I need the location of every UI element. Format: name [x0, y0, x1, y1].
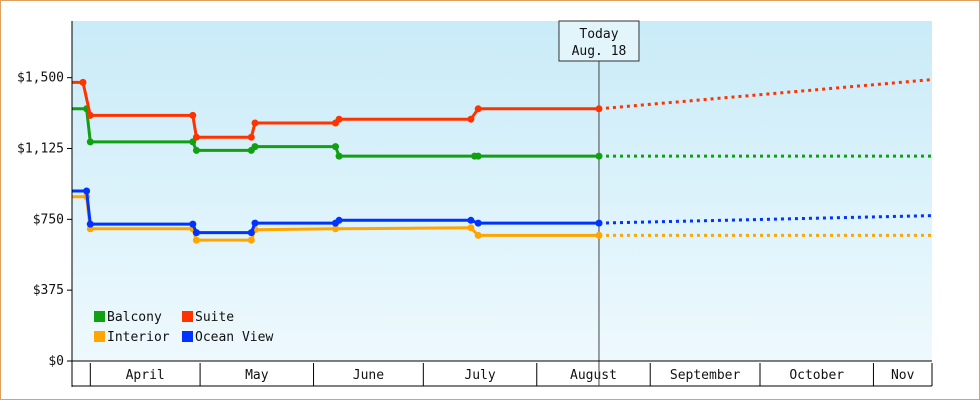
month-label: Nov: [891, 368, 915, 383]
data-point-ocean-view[interactable]: [335, 216, 343, 224]
today-marker: Today Aug. 18: [558, 20, 640, 386]
x-axis-months: April May June July August September October No…: [72, 363, 933, 387]
data-point-balcony[interactable]: [335, 152, 343, 160]
data-point-ocean-view[interactable]: [247, 229, 255, 237]
data-point-suite[interactable]: [247, 133, 255, 141]
data-point-ocean-view[interactable]: [595, 219, 603, 227]
data-point-ocean-view[interactable]: [467, 216, 475, 224]
today-label: Today: [579, 27, 618, 42]
legend-label: Interior: [107, 330, 170, 345]
legend-swatch: [182, 311, 193, 322]
legend-label: Ocean View: [195, 330, 273, 345]
data-point-interior[interactable]: [595, 231, 603, 239]
y-axis: $0 $375 $750 $1,125 $1,500: [17, 71, 72, 369]
data-point-interior[interactable]: [332, 225, 339, 233]
data-point-balcony[interactable]: [595, 152, 603, 160]
legend-swatch: [94, 311, 105, 322]
data-point-suite[interactable]: [595, 105, 603, 113]
legend-swatch: [182, 331, 193, 342]
data-point-ocean-view[interactable]: [189, 220, 197, 228]
y-tick-label: $750: [33, 212, 64, 227]
data-point-ocean-view[interactable]: [86, 220, 94, 228]
data-point-interior[interactable]: [192, 236, 200, 244]
data-point-interior[interactable]: [467, 224, 475, 232]
month-label: September: [670, 368, 741, 383]
legend-label: Balcony: [107, 310, 162, 325]
series-lines: [72, 78, 933, 244]
y-tick-label: $375: [33, 283, 64, 298]
data-point-ocean-view[interactable]: [192, 229, 200, 237]
today-box: [558, 20, 640, 62]
y-tick-label: $1,125: [17, 142, 64, 157]
data-point-suite[interactable]: [335, 115, 343, 123]
plot-area: [72, 21, 932, 361]
data-point-interior[interactable]: [474, 231, 482, 239]
month-label: October: [789, 368, 844, 383]
month-label: June: [353, 368, 384, 383]
month-label: April: [126, 368, 165, 383]
data-point-suite[interactable]: [467, 115, 475, 123]
month-label: July: [464, 368, 495, 383]
data-point-ocean-view[interactable]: [474, 219, 482, 227]
today-date: Aug. 18: [572, 44, 627, 59]
data-point-ocean-view[interactable]: [83, 187, 91, 195]
legend: Balcony Suite Interior Ocean View: [94, 310, 273, 345]
data-point-suite[interactable]: [189, 111, 197, 119]
data-point-balcony[interactable]: [192, 146, 200, 154]
data-point-ocean-view[interactable]: [251, 219, 259, 227]
data-point-balcony[interactable]: [251, 143, 259, 151]
data-point-suite[interactable]: [86, 111, 94, 119]
month-label: August: [570, 368, 617, 383]
data-point-suite[interactable]: [474, 105, 482, 113]
data-point-suite[interactable]: [79, 78, 87, 86]
legend-swatch: [94, 331, 105, 342]
y-tick-label: $0: [48, 354, 64, 369]
month-label: May: [245, 368, 269, 383]
data-point-interior[interactable]: [247, 236, 255, 244]
data-point-suite[interactable]: [251, 119, 259, 127]
data-point-suite[interactable]: [192, 133, 200, 141]
data-point-balcony[interactable]: [474, 152, 482, 160]
data-point-balcony[interactable]: [86, 138, 94, 146]
y-tick-label: $1,500: [17, 71, 64, 86]
data-point-balcony[interactable]: [332, 143, 339, 151]
legend-label: Suite: [195, 310, 234, 325]
